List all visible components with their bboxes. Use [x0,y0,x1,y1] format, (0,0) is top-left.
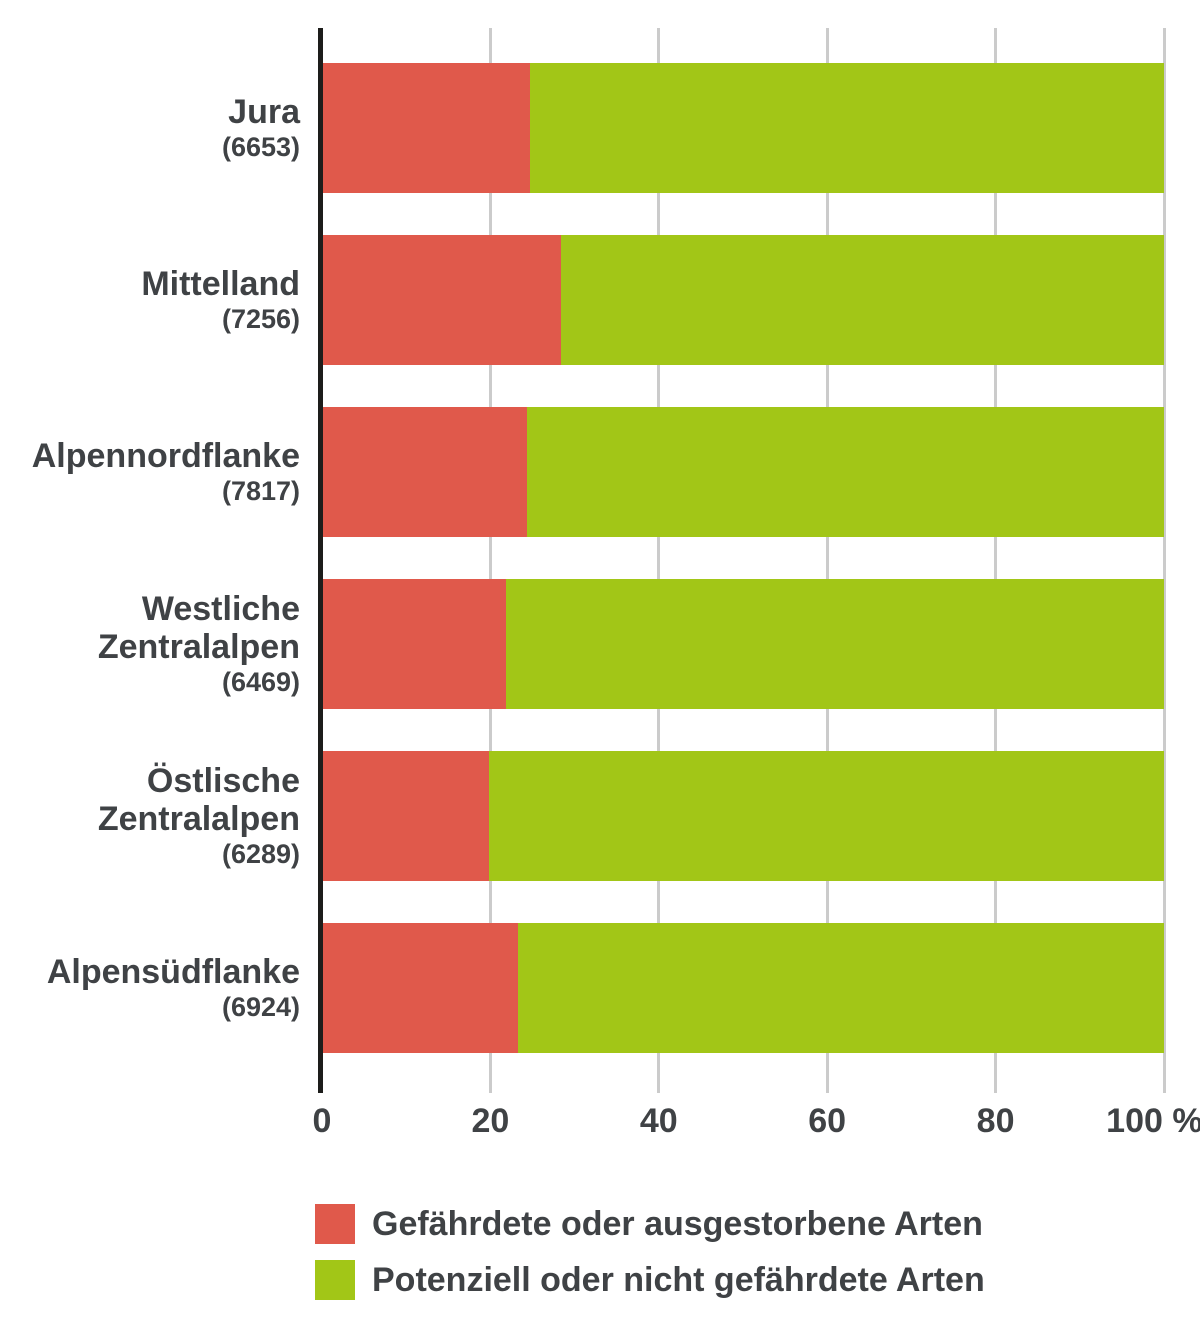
y-axis-line [318,28,323,1093]
category-name: Alpennordflanke [31,437,300,475]
category-name: Alpensüdflanke [46,953,300,991]
legend-swatch-threatened [315,1204,355,1244]
category-count: (6469) [221,667,300,697]
x-axis-tick-label: 100 % [1106,1102,1200,1140]
bar-segment-threatened [322,407,527,537]
bar-segment-safe [526,407,1164,537]
x-axis-tick-label: 20 [471,1102,510,1140]
gridline [994,28,998,1093]
category-label: Mittelland (7256) [0,235,300,365]
category-label: Östlische Zentralalpen (6289) [0,751,300,881]
bar-segment-threatened [322,751,489,881]
category-name: Zentralalpen [97,628,300,666]
bar-segment-threatened [322,235,562,365]
bar-row [322,235,1164,365]
legend-item: Gefährdete oder ausgestorbene Arten [315,1204,985,1244]
category-label: Alpennordflanke (7817) [0,407,300,537]
gridline [825,28,829,1093]
bar-row [322,923,1164,1053]
x-axis-tick-label: 60 [808,1102,847,1140]
category-name: Jura [228,93,300,131]
bar-segment-safe [488,751,1164,881]
bar-row [322,751,1164,881]
category-label: Alpensüdflanke (6924) [0,923,300,1053]
category-label: Westliche Zentralalpen (6469) [0,579,300,709]
category-count: (6653) [221,132,300,162]
bar-segment-safe [506,579,1164,709]
x-axis-tick-label: 40 [639,1102,678,1140]
x-axis-tick-label: 0 [312,1102,332,1140]
category-count: (7817) [221,476,300,506]
bar-segment-safe [518,923,1164,1053]
legend-swatch-safe [315,1260,355,1300]
bar-segment-safe [529,63,1164,193]
category-name: Westliche [141,590,300,628]
bar-segment-threatened [322,579,507,709]
bar-row [322,407,1164,537]
x-axis-tick-label: 80 [976,1102,1015,1140]
gridline [1162,28,1166,1093]
bar-segment-threatened [322,923,519,1053]
legend-label: Gefährdete oder ausgestorbene Arten [372,1204,983,1243]
category-count: (7256) [221,304,300,334]
legend: Gefährdete oder ausgestorbene Arten Poten… [315,1204,985,1316]
legend-item: Potenziell oder nicht gefährdete Arten [315,1260,985,1300]
category-label: Jura (6653) [0,63,300,193]
category-name: Zentralalpen [97,800,300,838]
gridline [488,28,492,1093]
category-name: Östlische [146,762,300,800]
legend-label: Potenziell oder nicht gefährdete Arten [372,1260,985,1299]
category-count: (6924) [221,992,300,1022]
bar-row [322,63,1164,193]
bar-segment-safe [561,235,1164,365]
gridline [657,28,661,1093]
bar-row [322,579,1164,709]
category-count: (6289) [221,839,300,869]
category-name: Mittelland [141,265,300,303]
bar-segment-threatened [322,63,530,193]
